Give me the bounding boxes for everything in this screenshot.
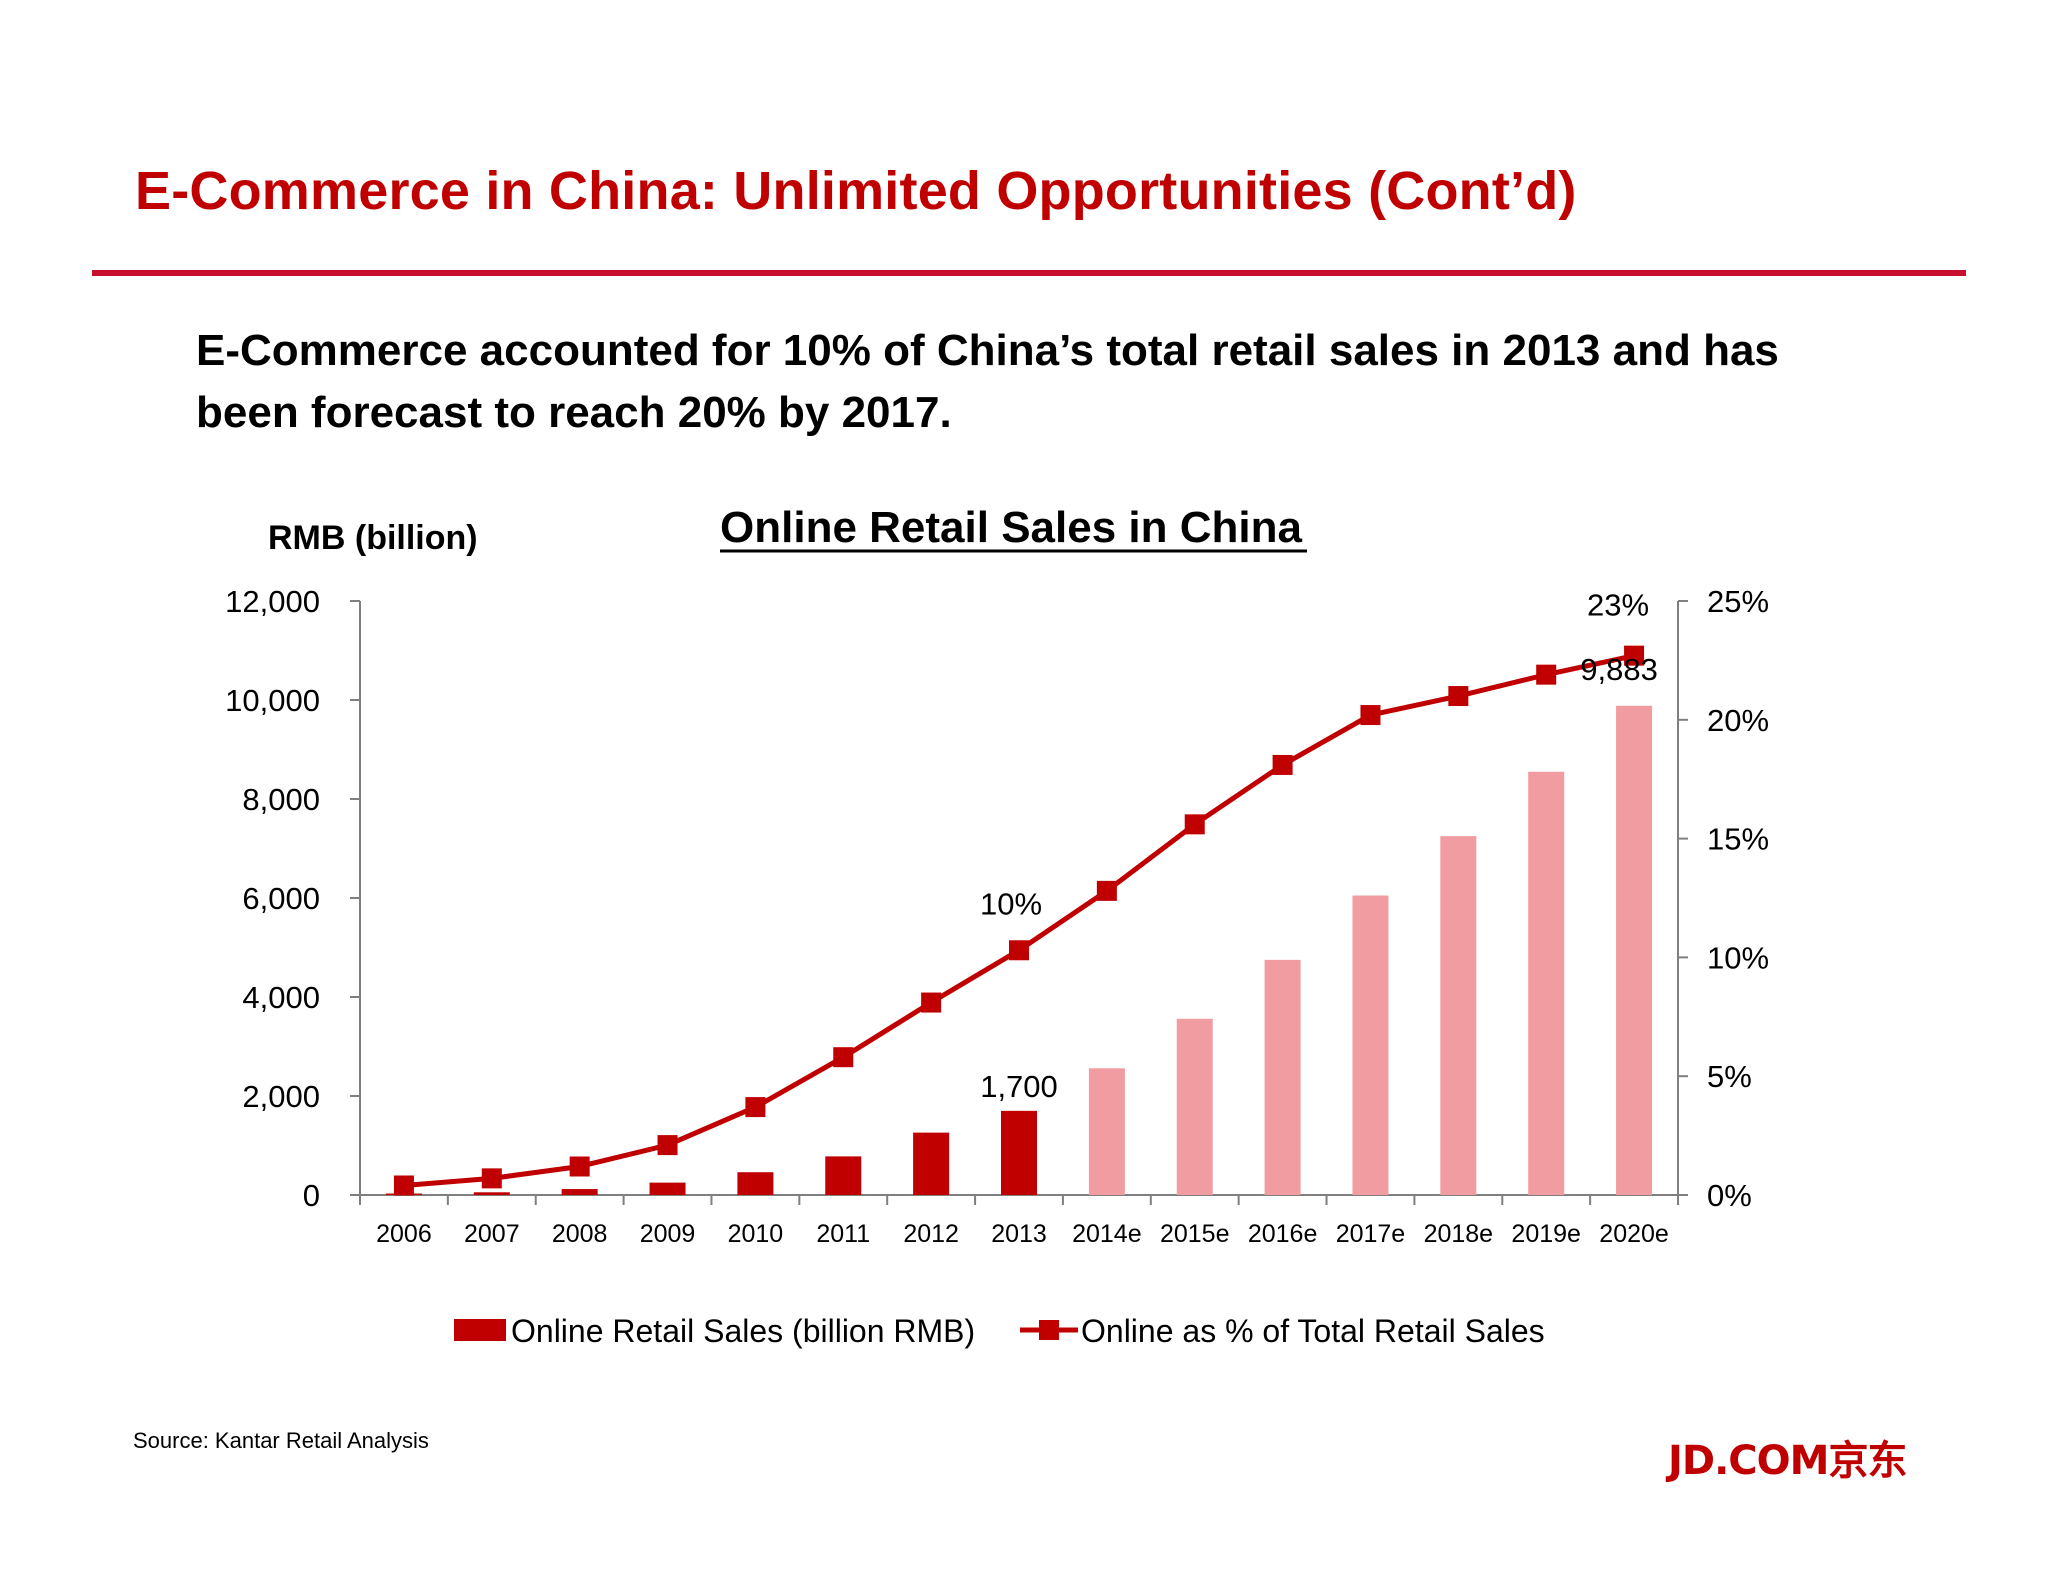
y-tick-label-right: 15% (1707, 822, 1769, 857)
pct-marker (1009, 940, 1029, 961)
page-title: E-Commerce in China: Unlimited Opportuni… (135, 161, 1577, 221)
slide-subtitle: E-Commerce accounted for 10% of China’s … (196, 320, 1896, 444)
y-tick-label-left: 8,000 (242, 782, 320, 817)
x-tick-label: 2006 (376, 1220, 432, 1248)
y-tick-label-right: 5% (1707, 1059, 1752, 1094)
pct-marker (745, 1097, 766, 1118)
data-label: 10% (980, 886, 1042, 921)
y-axis-label: RMB (billion) (268, 519, 478, 557)
pct-marker (569, 1156, 590, 1177)
x-tick-label: 2013 (991, 1220, 1047, 1248)
bar (1001, 1110, 1037, 1195)
data-label: 1,700 (980, 1069, 1058, 1104)
x-tick-label: 2020e (1599, 1220, 1669, 1248)
bar (913, 1132, 950, 1195)
legend-label-line: Online as % of Total Retail Sales (1081, 1313, 1545, 1349)
y-tick-label-left: 0 (303, 1178, 320, 1213)
title-divider (92, 270, 1966, 276)
x-tick-label: 2015e (1160, 1220, 1230, 1248)
pct-marker (1184, 814, 1205, 835)
source-note: Source: Kantar Retail Analysis (133, 1428, 429, 1453)
pct-marker (1448, 686, 1469, 707)
pct-marker (657, 1135, 678, 1156)
y-tick-label-right: 10% (1707, 940, 1769, 975)
x-tick-label: 2012 (903, 1220, 959, 1248)
legend-swatch-bar (454, 1319, 506, 1341)
subtitle-line-1: E-Commerce accounted for 10% of China’s … (196, 326, 1779, 375)
bar (1616, 705, 1653, 1195)
x-tick-label: 2009 (640, 1220, 696, 1248)
pct-marker (1272, 754, 1293, 775)
bar (825, 1156, 862, 1195)
logo-text: JD.COM (1668, 1438, 1829, 1484)
bar (1528, 771, 1565, 1195)
y-tick-label-left: 12,000 (225, 584, 320, 619)
bar (1264, 959, 1301, 1195)
chart-title: Online Retail Sales in China (720, 503, 1302, 552)
x-tick-label: 2010 (728, 1220, 784, 1248)
data-label: 23% (1587, 588, 1649, 623)
legend-label-bar: Online Retail Sales (billion RMB) (511, 1313, 975, 1349)
pct-marker (481, 1168, 502, 1189)
legend-swatch-marker (1039, 1320, 1059, 1340)
x-tick-label: 2019e (1511, 1220, 1581, 1248)
bar (1352, 895, 1389, 1195)
x-tick-label: 2014e (1072, 1220, 1142, 1248)
y-tick-label-left: 6,000 (242, 881, 320, 916)
x-tick-label: 2008 (552, 1220, 608, 1248)
x-tick-label: 2018e (1424, 1220, 1494, 1248)
bar (1176, 1018, 1213, 1195)
pct-marker (1360, 705, 1381, 726)
y-tick-label-left: 4,000 (242, 980, 320, 1015)
pct-marker (1536, 664, 1557, 685)
pct-marker (1096, 880, 1117, 901)
logo-cjk: 京东 (1828, 1438, 1907, 1484)
bar (561, 1189, 598, 1195)
y-tick-label-right: 25% (1707, 584, 1769, 619)
bar (649, 1182, 686, 1195)
pct-marker (393, 1175, 414, 1196)
subtitle-line-2: been forecast to reach 20% by 2017. (196, 388, 952, 437)
y-tick-label-right: 0% (1707, 1178, 1752, 1213)
x-tick-label: 2017e (1336, 1220, 1406, 1248)
x-tick-label: 2016e (1248, 1220, 1318, 1248)
x-tick-label: 2011 (816, 1220, 870, 1248)
bar (737, 1172, 774, 1195)
bar (1440, 836, 1477, 1195)
pct-marker (921, 992, 942, 1013)
data-label: 9,883 (1580, 652, 1658, 687)
y-tick-label-right: 20% (1707, 703, 1769, 738)
bar (1088, 1068, 1125, 1195)
pct-marker (833, 1047, 854, 1068)
x-tick-label: 2007 (464, 1220, 520, 1248)
y-tick-label-left: 10,000 (225, 683, 320, 718)
jd-logo: JD.COM京东 (1668, 1428, 1907, 1486)
bar (473, 1192, 510, 1195)
pct-marker (1624, 645, 1645, 666)
y-tick-label-left: 2,000 (242, 1079, 320, 1114)
